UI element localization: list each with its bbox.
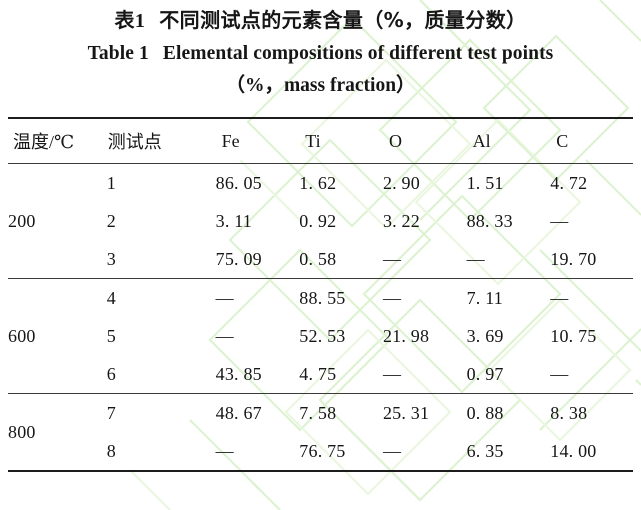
cell-o: 21. 98 <box>382 325 430 346</box>
cell-test-point: 8 <box>106 440 116 461</box>
cell-ti: 0. 92 <box>299 210 337 231</box>
temperature-group-600: 600 4 — 88. 55 — 7. 11 — 5 — 52. 53 21. … <box>8 279 633 394</box>
cell-c: 14. 00 <box>550 440 597 461</box>
cell-test-point: 6 <box>106 363 116 384</box>
cell-ti: 76. 75 <box>299 440 346 461</box>
cell-ti: 1. 62 <box>299 172 337 193</box>
table-row: 600 4 — 88. 55 — 7. 11 — <box>8 279 633 346</box>
column-header-ti: Ti <box>305 130 321 151</box>
table-row: 200 1 86. 05 1. 62 2. 90 1. 51 4. 72 <box>8 164 633 231</box>
table-row: 800 7 48. 67 7. 58 25. 31 0. 88 8. 38 <box>8 394 633 442</box>
table-caption: 表1 不同测试点的元素含量（%，质量分数） Table 1 Elemental co… <box>0 0 641 95</box>
cell-test-point: 5 <box>106 325 116 346</box>
table-container: 温度/℃ 测试点 Fe Ti O Al C 200 1 86. 05 1. 62… <box>8 117 633 472</box>
cell-c: — <box>550 287 569 308</box>
cell-o: 25. 31 <box>382 402 430 423</box>
cell-test-point: 1 <box>106 172 116 193</box>
cell-test-point: 4 <box>106 287 116 308</box>
cell-al: 3. 69 <box>466 325 504 346</box>
column-header-temperature: 温度/℃ <box>13 132 75 152</box>
caption-chinese: 表1 不同测试点的元素含量（%，质量分数） <box>0 0 641 31</box>
cell-al: 1. 51 <box>466 172 504 193</box>
cell-c: 8. 38 <box>550 402 588 423</box>
cell-temperature: 600 <box>8 325 36 346</box>
caption-english-line2: （%，mass fraction） <box>0 64 641 96</box>
column-header-test-point: 测试点 <box>107 132 162 152</box>
caption-en-number: 1 <box>138 43 149 64</box>
cell-al: 7. 11 <box>466 287 503 308</box>
cell-fe: — <box>215 287 234 308</box>
cell-temperature: 800 <box>8 421 36 442</box>
cell-temperature: 200 <box>8 210 36 231</box>
caption-en-title: Elemental compositions of different test… <box>162 43 554 64</box>
cell-ti: 7. 58 <box>299 402 337 423</box>
cell-fe: 48. 67 <box>215 402 262 423</box>
cell-o: 3. 22 <box>382 210 420 231</box>
cell-fe: 3. 11 <box>215 210 252 231</box>
cell-o: — <box>382 248 402 269</box>
cell-fe: — <box>215 325 234 346</box>
caption-cn-label: 表 <box>114 8 135 32</box>
caption-cn-number: 1 <box>134 10 146 32</box>
cell-test-point: 7 <box>106 402 116 423</box>
cell-c: 4. 72 <box>550 172 588 193</box>
temperature-group-200: 200 1 86. 05 1. 62 2. 90 1. 51 4. 72 2 3… <box>8 164 633 279</box>
caption-en-subtitle: （%，mass fraction） <box>225 74 416 96</box>
column-header-fe: Fe <box>221 130 240 151</box>
column-header-al: Al <box>472 130 491 151</box>
cell-test-point: 3 <box>106 248 116 269</box>
cell-ti: 88. 55 <box>299 287 346 308</box>
cell-c: 19. 70 <box>550 248 597 269</box>
cell-fe: 75. 09 <box>215 248 262 269</box>
cell-c: — <box>550 210 569 231</box>
cell-fe: — <box>215 440 234 461</box>
table-head: 温度/℃ 测试点 Fe Ti O Al C <box>8 118 633 164</box>
table-header-row: 温度/℃ 测试点 Fe Ti O Al C <box>8 118 633 164</box>
cell-c: — <box>550 363 569 384</box>
cell-o: — <box>382 363 402 384</box>
temperature-group-800: 800 7 48. 67 7. 58 25. 31 0. 88 8. 38 8 … <box>8 394 633 471</box>
cell-al: 0. 88 <box>466 402 504 423</box>
cell-al: — <box>466 248 485 269</box>
caption-english-line1: Table 1 Elemental compositions of differe… <box>0 31 641 64</box>
cell-ti: 0. 58 <box>299 248 337 269</box>
cell-test-point: 2 <box>106 210 116 231</box>
cell-al: 0. 97 <box>466 363 504 384</box>
column-header-c: C <box>556 130 569 151</box>
cell-ti: 4. 75 <box>299 363 337 384</box>
column-header-o: O <box>388 130 402 151</box>
cell-c: 10. 75 <box>550 325 597 346</box>
caption-cn-title: 不同测试点的元素含量（%，质量分数） <box>159 8 527 32</box>
cell-al: 88. 33 <box>466 210 513 231</box>
cell-fe: 43. 85 <box>215 363 262 384</box>
cell-al: 6. 35 <box>466 440 504 461</box>
cell-fe: 86. 05 <box>215 172 262 193</box>
cell-o: — <box>382 287 402 308</box>
cell-o: 2. 90 <box>382 172 420 193</box>
cell-ti: 52. 53 <box>299 325 346 346</box>
cell-o: — <box>382 440 402 461</box>
caption-en-label: Table <box>87 43 134 64</box>
elemental-composition-table: 温度/℃ 测试点 Fe Ti O Al C 200 1 86. 05 1. 62… <box>8 117 633 472</box>
